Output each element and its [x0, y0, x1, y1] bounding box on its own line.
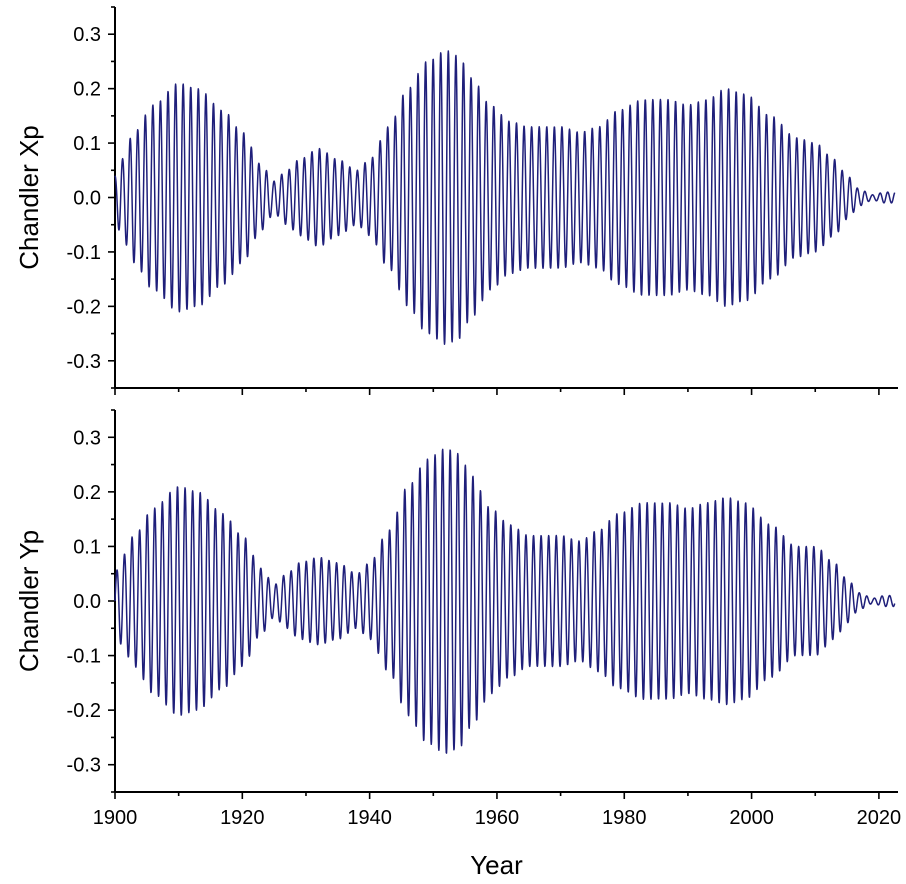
y-tick-label: 0.2	[73, 482, 101, 504]
x-tick-label: 1980	[602, 807, 647, 829]
x-axis-title: Year	[470, 850, 523, 880]
x-tick-label: 2000	[729, 807, 774, 829]
x-tick-label: 1920	[220, 807, 265, 829]
y-tick-label: 0.1	[73, 536, 101, 558]
y-tick-label: -0.1	[67, 242, 101, 264]
y-tick-label: -0.1	[67, 646, 101, 668]
y-tick-label: 0.2	[73, 79, 101, 101]
y-tick-label: 0.3	[73, 427, 101, 449]
chandler-yp-panel: -0.3 -0.2 -0.1 0.0 0.1 0.2 0.3 1900 1920 1940 1960…	[14, 409, 902, 880]
series-line	[114, 448, 896, 754]
x-tick-label: 1960	[475, 807, 520, 829]
y-tick-label: 0.1	[73, 133, 101, 155]
y-axis-title: Chandler Xp	[14, 125, 44, 270]
y-axis-title: Chandler Yp	[14, 530, 44, 672]
chandler-xp-panel: -0.3 -0.2 -0.1 0.0 0.1 0.2 0.3 Chandler Xp	[14, 6, 898, 395]
y-tick-label: -0.2	[67, 700, 101, 722]
series-line	[114, 50, 896, 345]
y-tick-label: 0.0	[73, 591, 101, 613]
y-tick-label: -0.3	[67, 755, 101, 777]
x-tick-label: 2020	[857, 807, 902, 829]
y-tick-label: -0.3	[67, 351, 101, 373]
x-tick-label: 1940	[347, 807, 392, 829]
y-tick-label: 0.0	[73, 188, 101, 210]
y-tick-label: 0.3	[73, 24, 101, 46]
y-tick-label: -0.2	[67, 296, 101, 318]
x-tick-label: 1900	[93, 807, 138, 829]
